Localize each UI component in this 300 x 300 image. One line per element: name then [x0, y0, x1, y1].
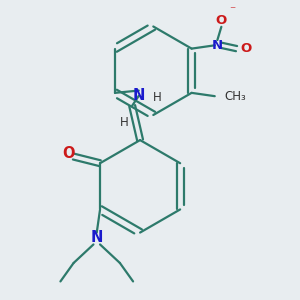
Text: N: N [91, 230, 103, 245]
Text: N: N [212, 39, 223, 52]
Text: H: H [120, 116, 129, 129]
Text: O: O [62, 146, 75, 161]
Text: O: O [216, 14, 227, 27]
Text: O: O [241, 42, 252, 55]
Text: ⁻: ⁻ [229, 4, 235, 17]
Text: CH₃: CH₃ [224, 90, 246, 103]
Text: H: H [153, 91, 162, 104]
Text: N: N [133, 88, 145, 103]
